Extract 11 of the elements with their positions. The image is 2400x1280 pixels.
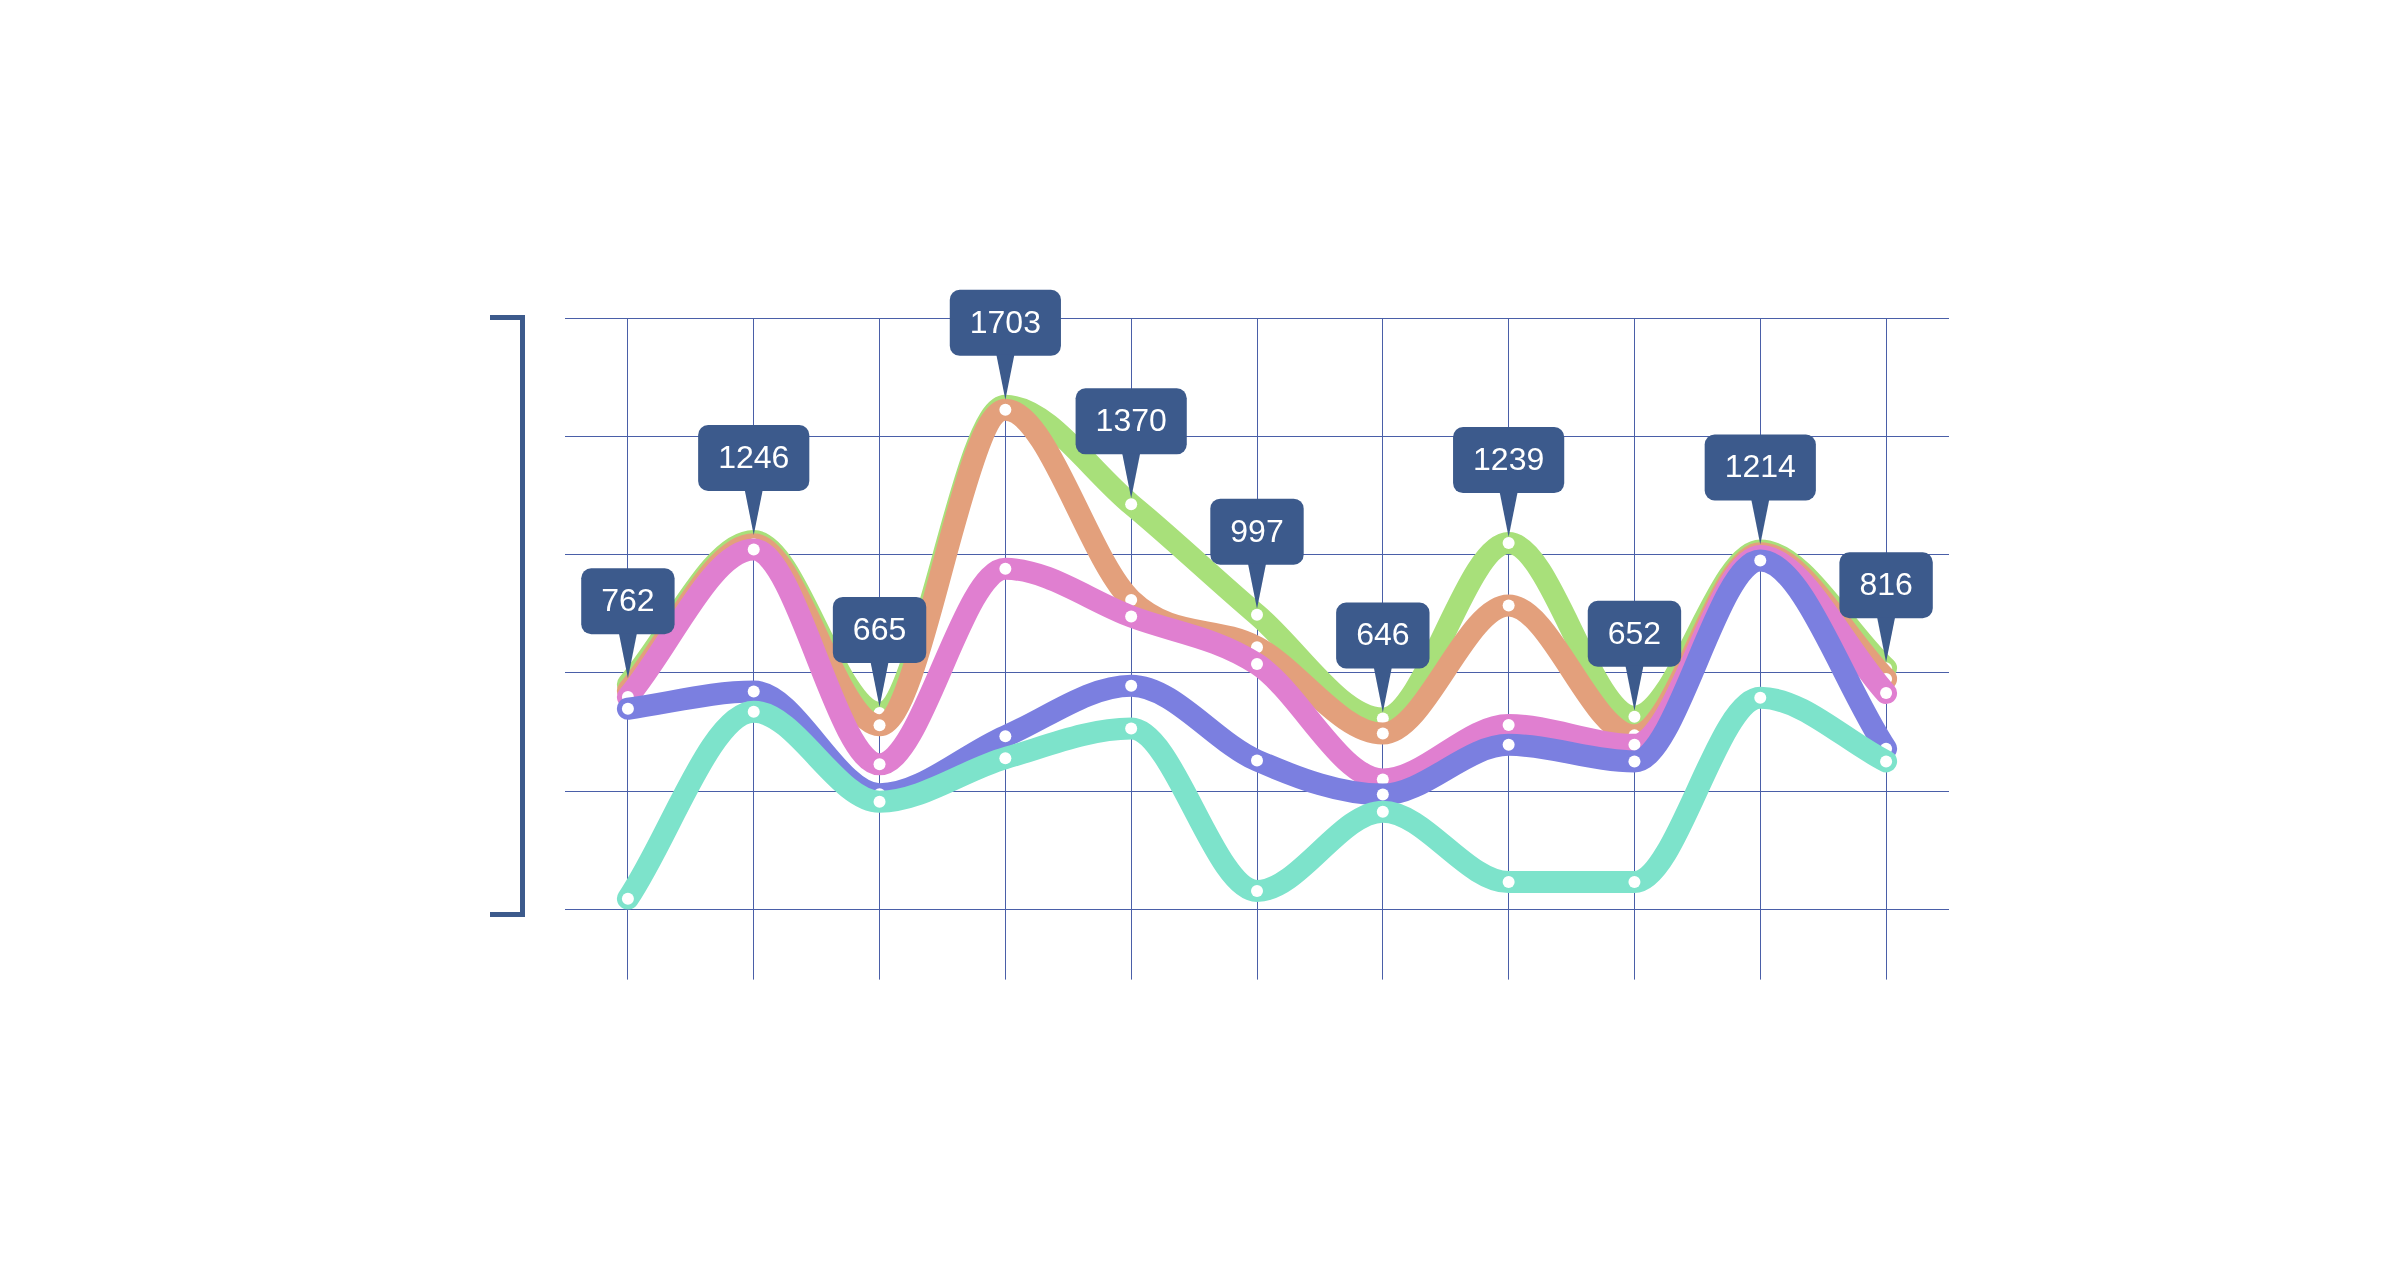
data-label: 1246 [718,438,790,475]
data-label: 652 [1607,614,1662,651]
data-label: 1703 [969,303,1041,340]
data-label: 665 [852,610,907,647]
data-label: 997 [1230,512,1284,549]
data-label: 646 [1356,616,1410,653]
data-label: 816 [1859,566,1913,603]
data-label: 1214 [1724,448,1796,485]
data-label: 1239 [1473,440,1545,477]
data-label: 762 [601,582,655,619]
data-label: 1370 [1095,402,1167,439]
